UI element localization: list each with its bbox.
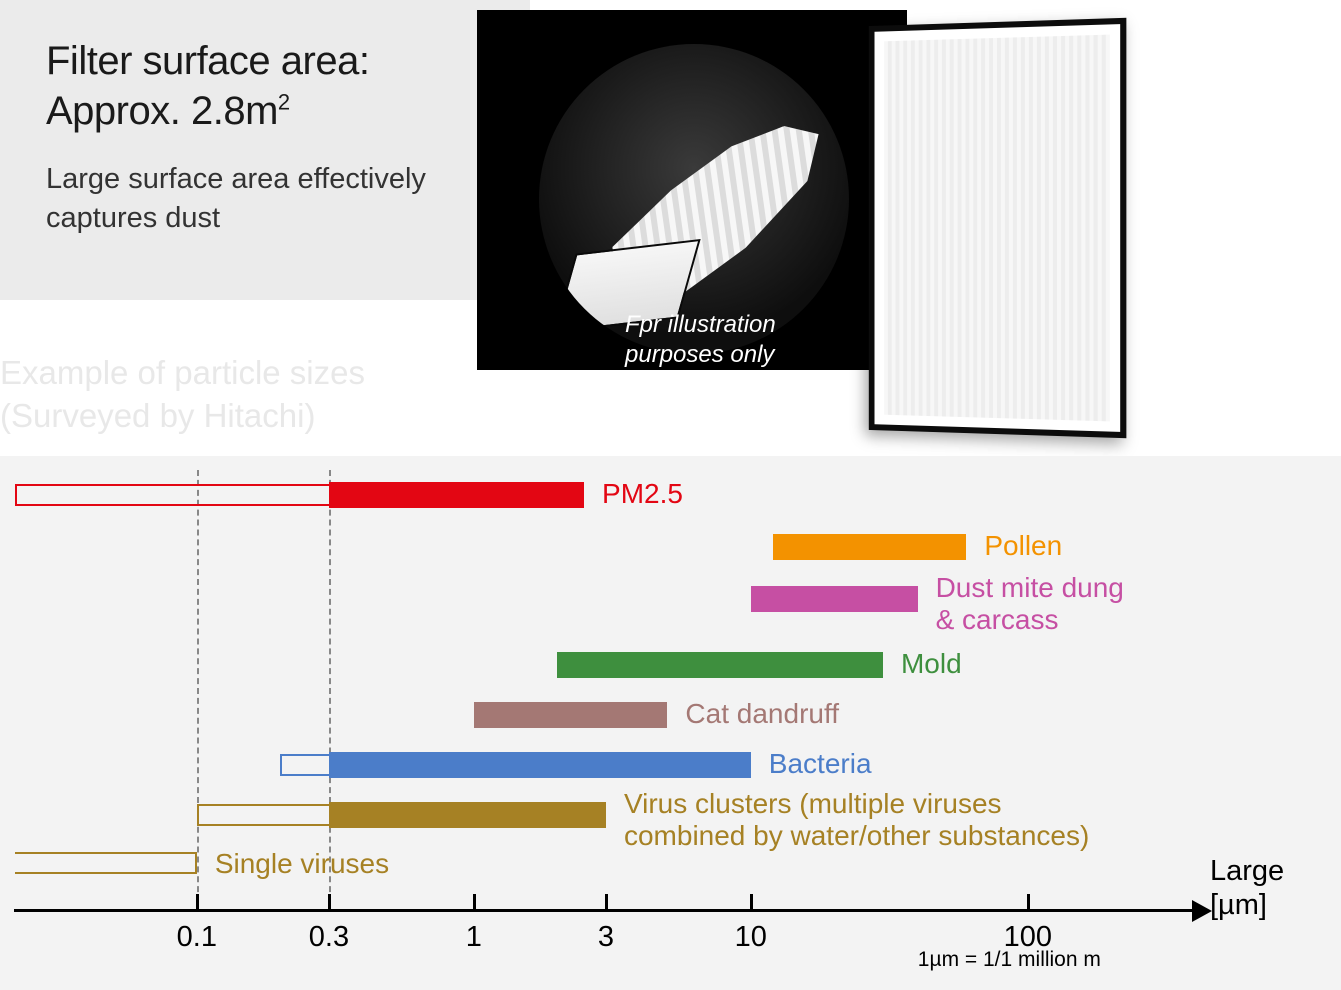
product-illustration: Fpr illustration purposes only — [445, 0, 1125, 450]
x-tick-label: 0.1 — [177, 921, 217, 954]
pleated-filter-graphic — [539, 44, 849, 354]
series-bar-outline — [15, 852, 197, 874]
header-title: Filter surface area: Approx. 2.8m2 — [46, 36, 490, 136]
series-label: Mold — [901, 648, 962, 680]
reference-line — [329, 470, 331, 912]
x-tick — [1027, 894, 1030, 912]
chart-plot-area: 0.10.31310100Large[µm]1µm = 1/1 million … — [14, 456, 1194, 912]
particle-size-chart: 0.10.31310100Large[µm]1µm = 1/1 million … — [0, 456, 1341, 990]
reference-line — [197, 470, 199, 912]
series-bar — [773, 534, 967, 560]
series-label: Dust mite dung& carcass — [936, 572, 1124, 636]
chart-heading: Example of particle sizes (Surveyed by H… — [0, 352, 365, 438]
header-subtitle: Large surface area effectively captures … — [46, 160, 490, 238]
series-bar-outline — [280, 754, 329, 776]
header-title-line1: Filter surface area: — [46, 39, 369, 83]
product-black-bg: Fpr illustration purposes only — [477, 10, 907, 370]
x-tick — [328, 894, 331, 912]
series-label: Bacteria — [769, 748, 872, 780]
chart-heading-l1: Example of particle sizes — [0, 354, 365, 391]
x-tick-label: 10 — [735, 921, 767, 954]
series-bar — [329, 752, 751, 778]
series-bar — [474, 702, 668, 728]
x-tick-label: 1 — [466, 921, 482, 954]
header-title-sup: 2 — [278, 90, 290, 115]
x-axis-arrow-icon — [1192, 900, 1212, 922]
series-bar — [329, 802, 606, 828]
x-tick — [473, 894, 476, 912]
series-bar-outline — [15, 484, 329, 506]
series-label: Cat dandruff — [685, 698, 839, 730]
x-tick — [605, 894, 608, 912]
series-label: PM2.5 — [602, 478, 683, 510]
series-bar — [329, 482, 584, 508]
x-tick-label: 3 — [598, 921, 614, 954]
series-bar — [751, 586, 918, 612]
x-tick-label: 0.3 — [309, 921, 349, 954]
axis-unit-note: 1µm = 1/1 million m — [918, 948, 1101, 972]
illustration-caption-l1: Fpr illustration — [625, 311, 776, 338]
header-title-line2: Approx. 2.8m — [46, 89, 278, 133]
series-label: Pollen — [984, 530, 1062, 562]
product-circle — [539, 44, 849, 354]
series-label: Single viruses — [215, 848, 389, 880]
axis-right-label: Large[µm] — [1210, 854, 1284, 922]
filter-cartridge-graphic — [869, 18, 1127, 438]
chart-heading-l2: (Surveyed by Hitachi) — [0, 397, 315, 434]
x-tick — [196, 894, 199, 912]
series-bar-outline — [197, 804, 329, 826]
illustration-caption: Fpr illustration purposes only — [625, 310, 776, 370]
series-label: Virus clusters (multiple virusescombined… — [624, 788, 1089, 852]
illustration-caption-l2: purposes only — [625, 341, 774, 368]
x-tick — [750, 894, 753, 912]
series-bar — [557, 652, 883, 678]
